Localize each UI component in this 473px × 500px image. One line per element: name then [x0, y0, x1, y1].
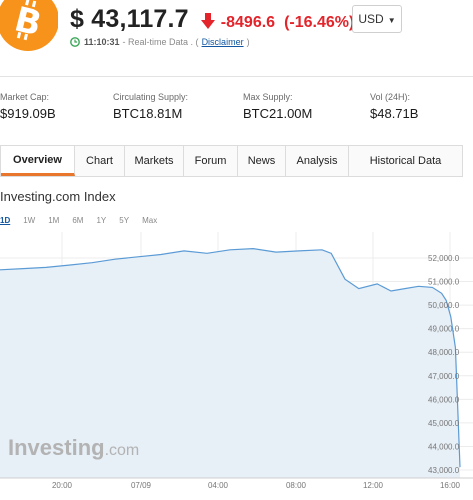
range-5y[interactable]: 5Y: [119, 216, 130, 225]
section-tabs: Overview Chart Markets Forum News Analys…: [0, 145, 463, 177]
x-tick-label: 20:00: [52, 481, 73, 490]
bitcoin-logo-icon: B: [0, 0, 58, 52]
x-tick-label: 04:00: [208, 481, 229, 490]
range-6m[interactable]: 6M: [72, 216, 84, 225]
stat-label: Market Cap:: [0, 92, 50, 102]
currency-select[interactable]: USD ▼: [352, 5, 402, 33]
status-end: ): [246, 37, 250, 47]
stat-value: BTC18.81M: [113, 106, 183, 121]
price-line: [0, 247, 461, 468]
price-change: -8496.6: [220, 14, 276, 31]
price-row: $ 43,117.7 -8496.6 (-16.46%): [70, 5, 354, 34]
stat-circulating-supply: Circulating Supply: BTC18.81M: [113, 92, 188, 121]
index-title: Investing.com Index: [0, 189, 116, 204]
price-chart[interactable]: 52,000.0 51,000.0 50,000.0 49,000.0 48,000.0…: [0, 232, 473, 500]
tab-markets[interactable]: Markets: [125, 146, 184, 176]
price-area: [0, 248, 460, 478]
chart-plot: [0, 247, 473, 479]
x-tick-label: 07/09: [131, 481, 152, 490]
x-tick-label: 12:00: [363, 481, 384, 490]
range-max[interactable]: Max: [142, 216, 158, 225]
arrow-down-icon: [200, 13, 215, 29]
update-time: 11:10:31: [84, 37, 120, 47]
range-1d[interactable]: 1D: [0, 216, 11, 225]
x-axis-labels: 20:00 07/09 04:00 08:00 12:00 16:00: [52, 481, 461, 490]
stat-label: Max Supply:: [243, 92, 293, 102]
stat-value: $48.71B: [370, 106, 419, 121]
x-tick-label: 08:00: [286, 481, 307, 490]
chevron-down-icon: ▼: [387, 15, 396, 25]
y-tick-label: 43,000.0: [428, 466, 460, 475]
tab-analysis[interactable]: Analysis: [286, 146, 349, 176]
y-tick-label: 49,000.0: [428, 325, 460, 334]
currency-value: USD: [358, 12, 384, 26]
watermark-brand: Investing: [8, 435, 105, 460]
tab-chart[interactable]: Chart: [75, 146, 125, 176]
stat-value: BTC21.00M: [243, 106, 313, 121]
tab-overview[interactable]: Overview: [1, 146, 75, 176]
range-1y[interactable]: 1Y: [96, 216, 107, 225]
stats-row: Market Cap: $919.09B Circulating Supply:…: [0, 92, 473, 132]
range-1m[interactable]: 1M: [48, 216, 60, 225]
stat-volume: Vol (24H): $48.71B: [370, 92, 418, 121]
stat-label: Vol (24H):: [370, 92, 411, 102]
y-tick-label: 45,000.0: [428, 419, 460, 428]
watermark-suffix: .com: [105, 442, 140, 459]
stat-market-cap: Market Cap: $919.09B: [0, 92, 56, 121]
y-tick-label: 46,000.0: [428, 395, 460, 404]
clock-icon: [70, 37, 80, 47]
y-tick-label: 47,000.0: [428, 372, 460, 381]
investing-watermark: Investing.com: [8, 435, 139, 460]
disclaimer-link[interactable]: Disclaimer: [201, 37, 244, 47]
y-tick-label: 50,000.0: [428, 301, 460, 310]
time-range-selector: 1D 1W 1M 6M 1Y 5Y Max: [0, 216, 170, 225]
price-header: B $ 43,117.7 -8496.6 (-16.46%) 11:10:31 …: [0, 0, 473, 70]
status-text: - Real-time Data . (: [122, 37, 199, 47]
y-axis-labels: 52,000.0 51,000.0 50,000.0 49,000.0 48,000.0…: [428, 254, 460, 475]
tab-forum[interactable]: Forum: [184, 146, 238, 176]
y-tick-label: 44,000.0: [428, 442, 460, 451]
stat-label: Circulating Supply:: [113, 92, 189, 102]
range-1w[interactable]: 1W: [23, 216, 36, 225]
realtime-status: 11:10:31 - Real-time Data . ( Disclaimer…: [70, 37, 250, 47]
last-price: $ 43,117.7: [70, 5, 189, 33]
tab-news[interactable]: News: [238, 146, 286, 176]
x-tick-label: 16:00: [440, 481, 461, 490]
stat-max-supply: Max Supply: BTC21.00M: [243, 92, 312, 121]
y-tick-label: 51,000.0: [428, 278, 460, 287]
y-tick-label: 52,000.0: [428, 254, 460, 263]
header-divider: [0, 76, 473, 77]
tab-historical-data[interactable]: Historical Data: [349, 146, 462, 176]
y-tick-label: 48,000.0: [428, 348, 460, 357]
stat-value: $919.09B: [0, 106, 56, 121]
price-change-percent: (-16.46%): [284, 14, 355, 31]
